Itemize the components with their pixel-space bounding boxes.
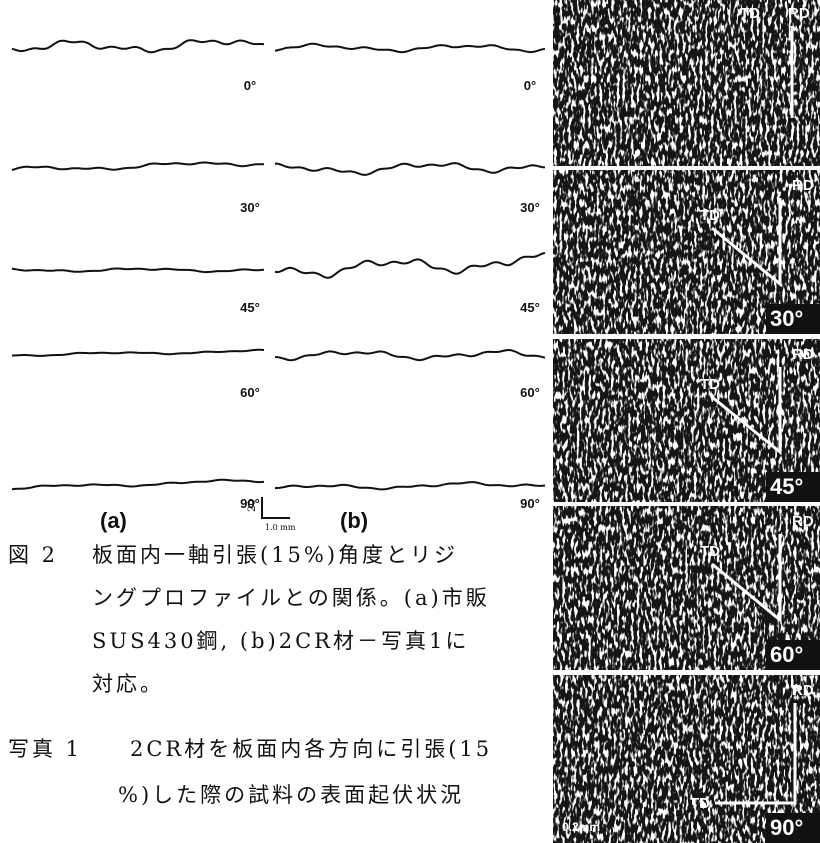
caption-line: ングプロファイルとの関係。(a)市販 bbox=[92, 586, 490, 610]
scale-vertical: 20 bbox=[247, 499, 258, 512]
micrograph: RD TD 0.2mm 90° bbox=[553, 675, 820, 843]
micrograph: RD TD 45° bbox=[553, 339, 820, 502]
micrograph-label: RD bbox=[792, 177, 814, 194]
micrograph-label: TD bbox=[700, 207, 720, 224]
ridging-profile bbox=[12, 163, 264, 171]
ridging-profile bbox=[275, 482, 545, 489]
caption-line: %)した際の試料の表面起伏状況 bbox=[118, 783, 464, 807]
caption-line: 板面内一軸引張(15%)角度とリジ bbox=[92, 543, 458, 567]
micrograph-label: TD bbox=[690, 795, 710, 812]
caption-number: 図 2 bbox=[8, 543, 58, 567]
ridging-profile bbox=[12, 40, 264, 52]
ridging-profile bbox=[275, 350, 545, 360]
ridging-profile bbox=[275, 44, 545, 52]
scale-bar bbox=[262, 497, 290, 518]
caption-line: SUS430鋼, (b)2CR材－写真1に bbox=[92, 629, 469, 653]
ridging-profile bbox=[275, 253, 545, 278]
micrograph: RD TD 60° bbox=[553, 506, 820, 670]
micrograph-label: RD bbox=[792, 682, 814, 699]
angle-label: 90° bbox=[520, 496, 540, 511]
angle-label: 45° bbox=[520, 300, 540, 315]
micrograph-label: 0.2mm bbox=[562, 820, 600, 834]
scale-horizontal: 1.0 mm bbox=[265, 523, 296, 532]
caption-line: 対応。 bbox=[92, 672, 164, 696]
micrograph-label: 30° bbox=[770, 306, 803, 331]
micrograph-label: 60° bbox=[770, 642, 803, 667]
caption-line: 2CR材を板面内各方向に引張(15 bbox=[130, 737, 492, 761]
angle-label: 0° bbox=[244, 78, 256, 93]
angle-label: 30° bbox=[240, 200, 260, 215]
angle-label: 0° bbox=[524, 78, 536, 93]
panel-label: (a) bbox=[100, 508, 127, 533]
angle-label: 60° bbox=[240, 385, 260, 400]
micrograph-label: RD bbox=[792, 513, 814, 530]
micrograph: TD RD bbox=[553, 0, 820, 166]
angle-label: 45° bbox=[240, 300, 260, 315]
angle-label: 60° bbox=[520, 385, 540, 400]
panel-label: (b) bbox=[340, 508, 368, 533]
micrograph-label: RD bbox=[792, 346, 814, 363]
ridging-profile bbox=[275, 163, 545, 175]
micrograph-label: 45° bbox=[770, 474, 803, 499]
caption-number: 写真 1 bbox=[8, 737, 82, 761]
ridging-profile bbox=[12, 350, 264, 356]
micrograph-label: TD bbox=[740, 5, 760, 22]
micrograph-grain bbox=[553, 0, 820, 166]
micrograph: RD TD 30° bbox=[553, 170, 820, 334]
page: 0° 30° 45° 60° 90° 0° 30° 45° 60° 90° (a) (b) 20 1.0 … bbox=[0, 0, 820, 843]
ridging-profile bbox=[12, 480, 264, 490]
ridging-profile bbox=[12, 269, 264, 273]
micrograph-label: RD bbox=[788, 5, 810, 22]
micrograph-label: TD bbox=[700, 543, 720, 560]
angle-label: 30° bbox=[520, 200, 540, 215]
micrograph-label: TD bbox=[700, 376, 720, 393]
micrograph-label: 90° bbox=[770, 815, 803, 840]
